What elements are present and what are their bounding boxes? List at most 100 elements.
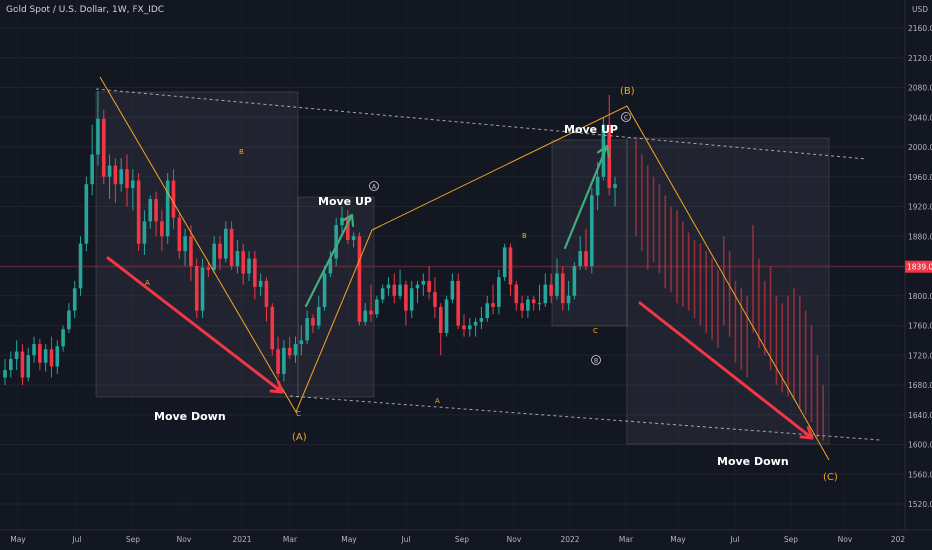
candle-body [427, 280, 431, 293]
x-tick-label: Mar [619, 535, 634, 544]
candle-body [537, 303, 542, 305]
candles [3, 91, 617, 385]
x-tick-label: 2021 [232, 535, 251, 544]
candle-body [276, 349, 280, 374]
candle-body [165, 180, 170, 237]
sub-label-c2: C [593, 327, 598, 335]
candle-body [566, 295, 571, 304]
candle-body [119, 169, 123, 185]
candle-body [322, 273, 327, 307]
candle-body [334, 225, 338, 259]
y-tick-label: 2040.00 [908, 113, 932, 122]
candle-body [375, 299, 379, 315]
y-tick-label: 2080.00 [908, 84, 932, 93]
candle-body [549, 284, 553, 296]
candle-body [61, 329, 65, 347]
candle-body [526, 299, 530, 311]
circle-label-B-ring [591, 355, 601, 365]
candle-body [473, 321, 478, 326]
zone-box [95, 91, 299, 398]
sub-label-c1: C [296, 410, 301, 418]
y-tick-label: 1880.00 [908, 232, 932, 241]
y-axis: 1520.00 1560.00 1600.00 1640.00 1680.00 1720.… [904, 0, 932, 530]
candle-body [287, 347, 292, 356]
x-tick-label: Jul [729, 535, 739, 544]
circle-label-C: C [624, 114, 628, 121]
candle-body [72, 288, 77, 311]
candle-body [456, 280, 460, 326]
candle-body [177, 217, 182, 252]
y-tick-label: 1680.00 [908, 381, 932, 390]
wave-label-B: (B) [620, 86, 635, 97]
candle-body [189, 236, 193, 266]
candle-body [43, 349, 48, 363]
circle-label-A: A [372, 183, 377, 190]
x-tick-label: May [10, 535, 26, 544]
candle-body [9, 358, 13, 371]
circle-label-A-ring [369, 181, 379, 191]
zones [95, 91, 830, 445]
candle-body [572, 266, 577, 296]
y-tick-label: 1800.00 [908, 292, 932, 301]
circle-label-C-ring [621, 112, 631, 122]
candle-body [363, 310, 368, 322]
candle-body [316, 306, 321, 326]
sub-label-b2: B [522, 232, 527, 240]
x-tick-label: Nov [838, 535, 853, 544]
arrow-down-2 [638, 301, 814, 440]
candle-body [247, 258, 251, 274]
candle-body [96, 118, 100, 155]
circle-label-B: B [594, 357, 598, 364]
candle-body [206, 267, 211, 270]
candle-body [14, 351, 19, 359]
candle-body [531, 299, 536, 304]
y-tick-label: 1600.00 [908, 441, 932, 450]
y-tick-label: 1520.00 [908, 500, 932, 509]
wave-label-A: (A) [292, 432, 307, 443]
candle-body [293, 344, 298, 356]
y-tick-label: 1720.00 [908, 351, 932, 360]
x-tick-label: Mar [283, 535, 298, 544]
candle-body [160, 221, 164, 237]
candle-body [26, 355, 31, 378]
candle-body [613, 184, 617, 188]
sub-label-a2: A [435, 397, 440, 405]
candle-body [462, 325, 466, 330]
candle-body [107, 165, 112, 177]
candle-body [218, 243, 222, 259]
y-tick-label: 1640.00 [908, 411, 932, 420]
channel-lower [289, 395, 881, 441]
candle-body [32, 344, 36, 356]
x-tick-label: May [670, 535, 686, 544]
candle-body [415, 284, 420, 289]
sub-label-b1: B [239, 148, 244, 156]
candle-body [38, 344, 42, 363]
candle-body [409, 288, 414, 311]
x-tick-label: May [341, 535, 357, 544]
arrow-down-1 [106, 256, 284, 394]
candle-body [3, 370, 7, 378]
move-down-label-2: Move Down [717, 455, 789, 468]
candle-body [258, 280, 263, 287]
candle-body [212, 243, 216, 270]
candle-body [485, 303, 490, 319]
candle-body [235, 251, 240, 266]
chart-title: Gold Spot / U.S. Dollar, 1W, FX_IDC [6, 5, 165, 15]
candle-body [514, 284, 519, 304]
x-tick-label: Sep [784, 535, 798, 544]
candle-body [55, 346, 60, 367]
candle-body [543, 284, 548, 304]
candle-body [229, 228, 234, 266]
x-tick-label: Sep [455, 535, 469, 544]
x-tick-label: 2022 [560, 535, 579, 544]
candle-body [497, 277, 501, 307]
candle-body [468, 325, 472, 330]
candle-body [404, 284, 408, 311]
arrow-down-1-head [269, 380, 284, 394]
overlays: Move Down Move UP Move UP Move Down (A) (B) (C… [0, 76, 905, 483]
candle-body [560, 273, 565, 304]
candle-body [20, 351, 25, 378]
candle-body [502, 247, 507, 278]
candle-body [578, 251, 582, 266]
